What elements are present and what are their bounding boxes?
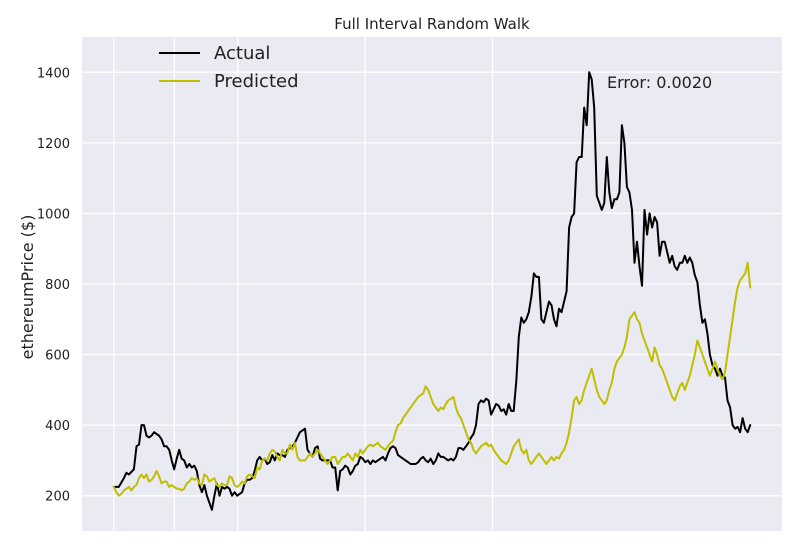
y-tick-label: 800	[45, 278, 70, 293]
y-gridlines	[82, 71, 782, 497]
error-annotation: Error: 0.0020	[607, 73, 712, 92]
y-tick-label: 400	[45, 419, 70, 434]
y-tick-label: 1200	[37, 137, 70, 152]
series-layer	[112, 71, 752, 511]
y-tick-label: 200	[45, 490, 70, 505]
series-line-actual	[112, 71, 752, 511]
y-tick-labels: 200 400 600 800 1000 1200 1400	[37, 66, 70, 504]
chart-title: Full Interval Random Walk	[334, 15, 530, 33]
legend-label-actual: Actual	[214, 43, 270, 64]
y-tick-label: 600	[45, 349, 70, 364]
y-tick-label: 1000	[37, 207, 70, 222]
legend-label-predicted: Predicted	[214, 71, 299, 92]
legend: Actual Predicted	[159, 43, 299, 92]
y-axis-label: ethereumPrice ($)	[18, 215, 37, 360]
y-tick-label: 1400	[37, 66, 70, 81]
series-line-predicted	[112, 261, 752, 497]
